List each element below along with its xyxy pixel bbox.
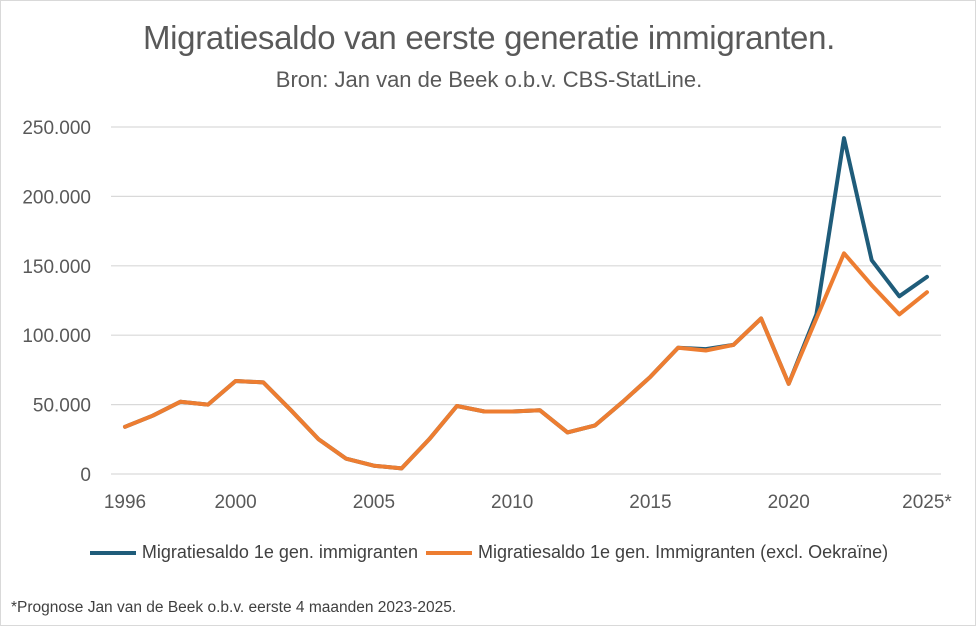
y-tick-label-1: 50.000 (33, 396, 91, 417)
y-tick-label-0: 0 (80, 465, 91, 486)
legend: Migratiesaldo 1e gen. immigranten Migrat… (1, 542, 976, 563)
legend-label-series-2: Migratiesaldo 1e gen. Immigranten (excl.… (477, 542, 889, 562)
x-tick-label-3: 2010 (491, 492, 533, 513)
chart-subtitle: Bron: Jan van de Beek o.b.v. CBS-StatLin… (275, 67, 703, 92)
series-line-1 (123, 136, 929, 471)
x-tick-label-2: 2005 (353, 492, 395, 513)
x-tick-label-6: 2025* (902, 492, 952, 513)
legend-swatch-series-1 (89, 550, 136, 555)
x-tick-label-4: 2015 (629, 492, 671, 513)
x-tick-label-0: 1996 (104, 492, 146, 513)
legend-item-series-1: Migratiesaldo 1e gen. immigranten (89, 542, 418, 563)
chart-title: Migratiesaldo van eerste generatie immig… (142, 19, 836, 56)
y-tick-label-2: 100.000 (22, 326, 91, 347)
legend-swatch-series-2 (425, 550, 472, 555)
y-tick-label-3: 150.000 (22, 257, 91, 278)
series-line-2 (123, 251, 929, 471)
legend-item-series-2: Migratiesaldo 1e gen. Immigranten (excl.… (425, 542, 889, 563)
x-tick-label-1: 2000 (214, 492, 256, 513)
y-tick-label-4: 200.000 (22, 187, 91, 208)
y-tick-label-5: 250.000 (22, 118, 91, 139)
legend-label-series-1: Migratiesaldo 1e gen. immigranten (141, 542, 418, 562)
footnote: *Prognose Jan van de Beek o.b.v. eerste … (11, 599, 457, 616)
x-tick-label-5: 2020 (768, 492, 810, 513)
